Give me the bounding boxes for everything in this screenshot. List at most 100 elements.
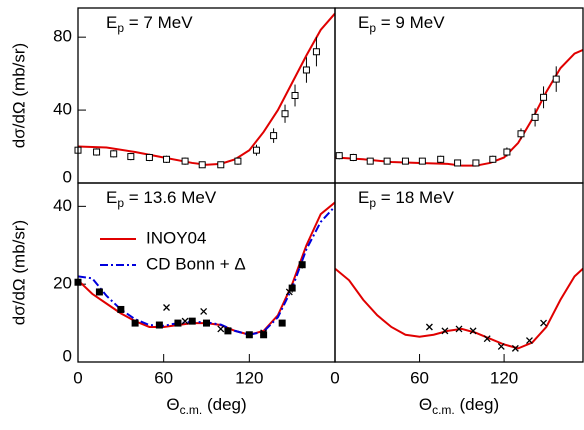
point: [278, 319, 286, 327]
panel-title-part: E: [106, 188, 117, 207]
point: [95, 288, 103, 296]
point: [155, 321, 163, 329]
point: [260, 331, 268, 339]
point: [489, 155, 497, 163]
legend-label: INOY04: [146, 228, 206, 247]
point: [117, 305, 125, 313]
panel-title-part: p: [117, 196, 124, 210]
panel-title-part: E: [358, 188, 369, 207]
x-axis-label-part: (deg): [455, 395, 499, 414]
panel-title-part: = 9 MeV: [376, 13, 445, 32]
point: [425, 323, 433, 331]
point: [203, 319, 210, 327]
point: [110, 150, 118, 158]
point: [217, 161, 225, 169]
x-tick-label: 60: [410, 368, 429, 387]
x-axis-label: Θc.m. (deg): [166, 395, 246, 417]
y-axis-label: dσ/dΩ (mb/sr): [9, 43, 28, 148]
point: [540, 319, 548, 327]
point: [260, 329, 268, 337]
point: [302, 66, 310, 74]
point: [224, 327, 232, 335]
point: [511, 344, 519, 352]
point: [285, 288, 293, 296]
point: [217, 325, 225, 333]
panel-title-part: E: [106, 13, 117, 32]
y-tick-label: 80: [53, 27, 72, 46]
point: [540, 93, 548, 101]
legend-label: CD Bonn + Δ: [146, 254, 246, 273]
panel-title-part: = 13.6 MeV: [124, 188, 217, 207]
point: [291, 92, 299, 99]
x-tick-label: 0: [73, 368, 82, 387]
panel-title-part: p: [369, 21, 376, 35]
point: [418, 157, 426, 165]
y-axis-label: dσ/dΩ (mb/sr): [9, 220, 28, 325]
point: [525, 337, 533, 345]
point: [483, 335, 491, 343]
point: [454, 159, 462, 167]
panel-title: Ep = 18 MeV: [358, 188, 455, 210]
curve: [335, 267, 583, 350]
x-tick-label: 120: [235, 368, 263, 387]
curve: [78, 12, 335, 166]
point: [312, 48, 320, 56]
point: [131, 319, 139, 327]
point: [383, 157, 391, 165]
frame: [334, 182, 584, 363]
point: [163, 155, 171, 163]
y-tick-label: 0: [63, 346, 72, 365]
panel-title-part: = 18 MeV: [376, 188, 455, 207]
x-axis-label-part: c.m.: [180, 403, 203, 417]
x-axis-label: Θc.m. (deg): [419, 395, 499, 417]
point: [497, 342, 505, 350]
x-axis-label-part: Θ: [166, 395, 179, 414]
y-tick-label: 40: [53, 100, 72, 119]
y-tick-label: 20: [53, 274, 72, 293]
panel-title: Ep = 9 MeV: [358, 13, 445, 35]
point: [200, 307, 208, 315]
point: [366, 157, 374, 165]
point: [281, 110, 289, 118]
point: [181, 157, 189, 165]
y-tick-label: 0: [63, 167, 72, 186]
x-tick-label: 0: [330, 368, 339, 387]
panel-title-part: E: [358, 13, 369, 32]
point: [298, 261, 306, 269]
point: [469, 327, 477, 335]
point: [503, 148, 511, 156]
panel-title: Ep = 7 MeV: [106, 13, 193, 35]
x-axis-label-part: Θ: [419, 395, 432, 414]
point: [93, 148, 101, 156]
point: [552, 75, 560, 83]
point: [270, 132, 278, 140]
point: [531, 113, 539, 121]
point: [163, 304, 170, 311]
point: [288, 284, 296, 292]
point: [472, 159, 480, 167]
point: [441, 327, 449, 335]
point: [188, 317, 196, 325]
point: [252, 146, 260, 154]
curve: [335, 49, 583, 167]
panel-title-part: p: [117, 21, 124, 35]
point: [349, 153, 357, 161]
x-axis-label-part: (deg): [202, 395, 246, 414]
x-axis-label-part: c.m.: [432, 403, 455, 417]
point: [174, 319, 182, 327]
point: [335, 152, 343, 160]
point: [198, 161, 206, 169]
x-tick-label: 60: [154, 368, 173, 387]
point: [245, 331, 253, 339]
point: [127, 153, 135, 161]
panel-title-part: = 7 MeV: [124, 13, 193, 32]
point: [437, 155, 445, 163]
point: [517, 130, 525, 138]
point: [181, 317, 189, 325]
point: [145, 153, 153, 161]
point: [401, 157, 409, 165]
panel-title-part: p: [369, 196, 376, 210]
point: [234, 157, 242, 165]
point: [455, 325, 463, 333]
x-tick-label: 120: [490, 368, 518, 387]
